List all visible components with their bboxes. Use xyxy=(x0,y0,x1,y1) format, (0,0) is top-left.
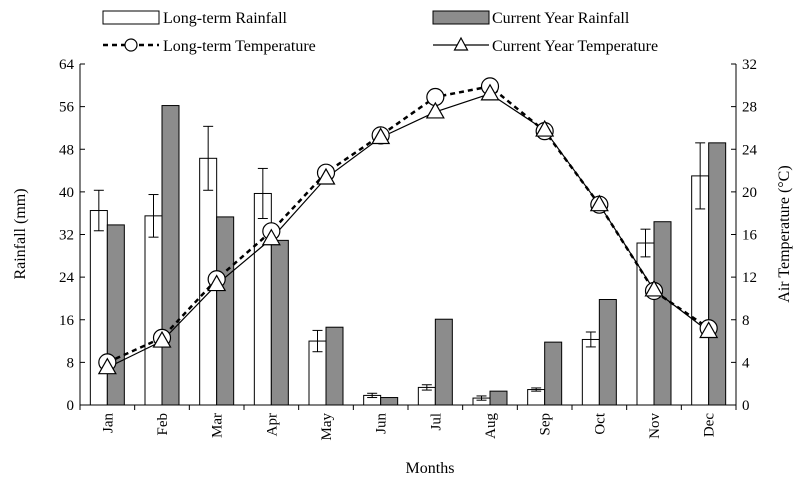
point-current-year-temperature xyxy=(152,330,172,348)
legend-swatch-long-term-rainfall xyxy=(102,10,160,25)
bar-current-year-rainfall xyxy=(161,105,180,406)
legend-item-long-term-rainfall: Long-term Rainfall xyxy=(102,10,288,27)
point-current-year-temperature xyxy=(480,83,500,101)
bar-long-term-rainfall xyxy=(581,338,600,406)
point-current-year-temperature xyxy=(316,167,336,185)
line-long-term-temperature xyxy=(106,85,710,364)
y2-tick-label: 24 xyxy=(742,142,758,158)
bar-current-year-rainfall xyxy=(544,341,563,406)
bar-long-term-rainfall xyxy=(527,389,546,406)
y2-tick-label: 0 xyxy=(742,398,750,414)
y-tick-label: 24 xyxy=(59,270,75,286)
y-tick-label: 64 xyxy=(59,57,75,73)
y-axis-title: Rainfall (mm) xyxy=(12,188,29,279)
bar-current-year-rainfall xyxy=(653,221,672,406)
y2-tick-label: 16 xyxy=(742,228,758,244)
x-tick-label: Feb xyxy=(155,413,171,436)
y-tick-label: 0 xyxy=(67,398,75,414)
y-tick-label: 40 xyxy=(59,185,74,201)
x-tick-label: Jul xyxy=(428,413,444,431)
y2-axis-title: Air Temperature (°C) xyxy=(776,165,793,302)
x-tick-label: Dec xyxy=(702,413,718,437)
y-tick-label: 16 xyxy=(59,313,75,329)
y2-tick-label: 32 xyxy=(742,57,757,73)
y-tick-label: 32 xyxy=(59,228,74,244)
legend-label-long-term-temperature: Long-term Temperature xyxy=(163,38,316,55)
y2-tick-label: 4 xyxy=(742,355,750,371)
bar-long-term-rainfall xyxy=(691,175,710,406)
x-tick-label: Aug xyxy=(483,413,499,439)
legend-swatch-current-year-rainfall xyxy=(432,10,490,25)
y2-tick-label: 12 xyxy=(742,270,757,286)
bar-current-year-rainfall xyxy=(708,142,727,406)
y-tick-label: 48 xyxy=(59,142,74,158)
legend-label-current-year-rainfall: Current Year Rainfall xyxy=(492,10,630,27)
bar-current-year-rainfall xyxy=(325,326,344,406)
point-current-year-temperature xyxy=(371,127,391,145)
point-current-year-temperature xyxy=(207,274,227,292)
bar-long-term-rainfall xyxy=(144,215,163,406)
legend-item-current-year-temperature: Current Year Temperature xyxy=(433,36,658,55)
point-current-year-temperature xyxy=(699,321,719,339)
y2-tick-label: 28 xyxy=(742,100,757,116)
point-current-year-temperature xyxy=(644,279,664,297)
point-current-year-temperature xyxy=(425,101,445,119)
point-current-year-temperature xyxy=(97,357,117,375)
point-current-year-temperature xyxy=(261,228,281,246)
lines-layer xyxy=(97,77,719,375)
x-axis-title: Months xyxy=(406,460,455,477)
legend: Long-term Rainfall Current Year Rainfall… xyxy=(102,10,658,55)
legend-item-long-term-temperature: Long-term Temperature xyxy=(103,38,316,55)
bar-current-year-rainfall xyxy=(598,299,617,406)
y-tick-label: 56 xyxy=(59,100,75,116)
x-tick-label: Apr xyxy=(264,413,280,436)
x-tick-label: Mar xyxy=(210,413,226,438)
bar-current-year-rainfall xyxy=(434,318,453,406)
y2-tick-label: 8 xyxy=(742,313,750,329)
y-tick-label: 8 xyxy=(67,355,75,371)
line-current-year-temperature xyxy=(107,93,710,369)
legend-marker-circle xyxy=(124,38,138,52)
x-tick-label: May xyxy=(319,413,335,441)
bar-long-term-rainfall xyxy=(89,210,108,406)
x-tick-label: Oct xyxy=(592,412,608,434)
y2-tick-label: 20 xyxy=(742,185,757,201)
bar-current-year-rainfall xyxy=(270,239,289,406)
bar-current-year-rainfall xyxy=(489,390,508,406)
point-current-year-temperature xyxy=(535,119,555,137)
x-tick-label: Jun xyxy=(374,413,390,434)
x-tick-label: Jan xyxy=(100,413,116,433)
x-tick-label: Sep xyxy=(538,413,554,436)
bar-current-year-rainfall xyxy=(380,397,399,406)
legend-label-current-year-temperature: Current Year Temperature xyxy=(492,38,658,55)
legend-label-long-term-rainfall: Long-term Rainfall xyxy=(163,10,288,27)
legend-marker-triangle xyxy=(453,36,469,51)
bar-current-year-rainfall xyxy=(106,224,125,406)
x-tick-label: Nov xyxy=(647,413,663,439)
bar-current-year-rainfall xyxy=(216,216,235,406)
point-current-year-temperature xyxy=(589,194,609,212)
legend-item-current-year-rainfall: Current Year Rainfall xyxy=(432,10,630,27)
